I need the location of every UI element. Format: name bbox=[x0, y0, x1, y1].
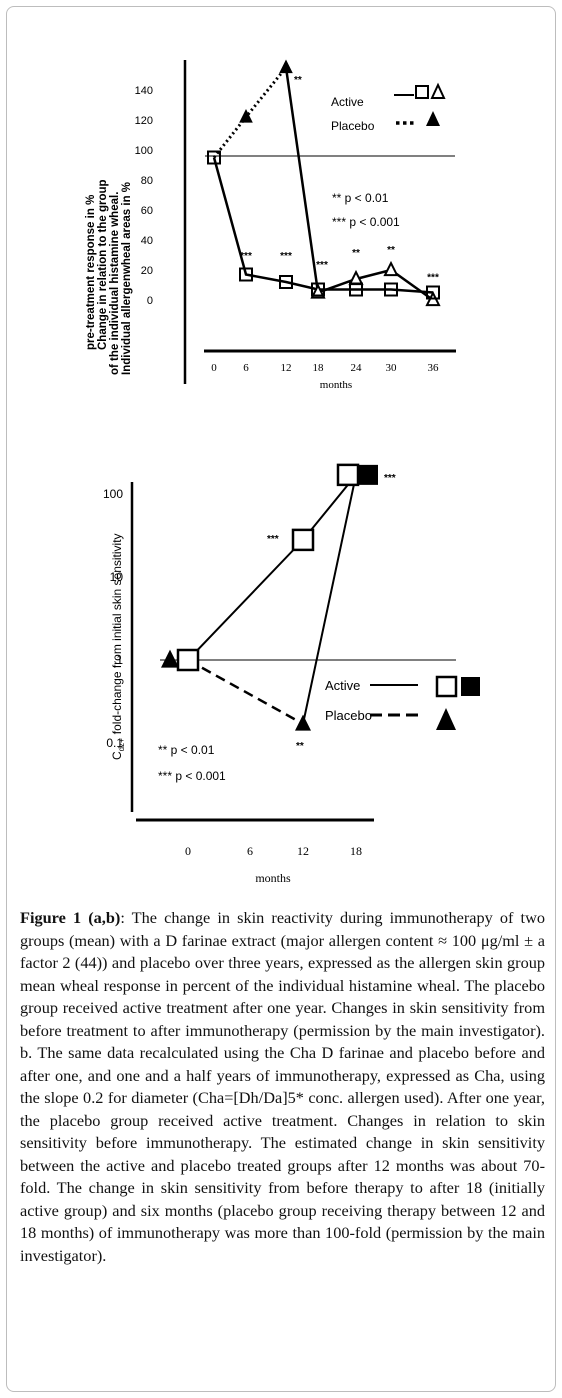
chart-a-x-tick: 0 bbox=[211, 362, 217, 374]
chart-b-ylabel-sub: dz+ bbox=[117, 738, 126, 751]
chart-a-annotations: ***** ******** ***** bbox=[240, 75, 439, 284]
chart-b-ylabel-prefix: C bbox=[110, 751, 124, 760]
active-marker bbox=[207, 150, 221, 165]
chart-a-y-tick: 20 bbox=[141, 265, 153, 277]
active-marker bbox=[426, 285, 440, 300]
legend-b-triangle bbox=[436, 708, 456, 730]
legend-placebo-label: Placebo bbox=[331, 119, 375, 133]
chart-b-ylabel: Cdz+ fold-change from initial skin sensit… bbox=[110, 533, 126, 760]
chart-a-annotation: *** bbox=[280, 251, 292, 262]
chart-b-y-ticks: 100 10 1 0.1 bbox=[103, 487, 123, 750]
series-placebo-dotted bbox=[212, 66, 288, 159]
legend-b-filled-square bbox=[461, 677, 480, 696]
chart-a-sig-1: ** p < 0.01 bbox=[332, 191, 389, 205]
legend-b-placebo-label: Placebo bbox=[325, 708, 372, 723]
chart-a-x-ticks: 0 6 12 18 24 30 36 bbox=[211, 362, 439, 374]
chart-b-annotation: *** bbox=[384, 473, 396, 484]
chart-b-y-tick: 100 bbox=[103, 487, 123, 501]
active-marker bbox=[311, 282, 325, 297]
series-b-active-line bbox=[187, 474, 357, 661]
chart-b-x-tick: 6 bbox=[247, 844, 253, 858]
legend-active-open-triangle bbox=[430, 82, 446, 99]
chart-b-y-tick: 1 bbox=[116, 653, 123, 667]
chart-a-markers bbox=[207, 59, 441, 307]
chart-a-y-ticks: 140 120 100 80 60 40 20 0 bbox=[135, 85, 153, 307]
placebo-b-marker bbox=[161, 649, 179, 668]
figure-frame bbox=[6, 6, 556, 1392]
chart-b-y-tick: 10 bbox=[110, 570, 124, 584]
chart-a-ylabel-line: Change in relation to the group bbox=[97, 179, 109, 350]
active-marker bbox=[349, 282, 363, 297]
chart-a-x-tick: 6 bbox=[243, 362, 249, 374]
chart-b-annotation: *** bbox=[267, 534, 279, 545]
chart-a-legend: Active Placebo bbox=[331, 82, 446, 133]
placebo-b-marker bbox=[295, 714, 311, 731]
chart-a-y-tick: 80 bbox=[141, 175, 153, 187]
chart-b-sig-1: ** p < 0.01 bbox=[158, 743, 215, 757]
chart-a-annotation: *** bbox=[427, 273, 439, 284]
chart-a-annotation: ** bbox=[294, 75, 302, 86]
series-b-switch-line bbox=[302, 474, 357, 725]
chart-a-sig-2: *** p < 0.001 bbox=[332, 215, 400, 229]
chart-a-y-tick: 40 bbox=[141, 235, 153, 247]
chart-a-x-tick: 30 bbox=[386, 362, 398, 374]
placebo-marker bbox=[383, 260, 399, 277]
caption-label: Figure 1 (a,b) bbox=[20, 908, 121, 927]
active-b-marker bbox=[336, 463, 360, 487]
legend-active-square bbox=[415, 85, 429, 99]
chart-a-ylabel-line: of the individual histamine wheal. bbox=[109, 192, 121, 375]
chart-b-xlabel: months bbox=[255, 871, 291, 885]
switch-b-marker bbox=[358, 464, 378, 485]
chart-a-annotation: *** bbox=[316, 260, 328, 271]
legend-active-label: Active bbox=[331, 95, 364, 109]
series-active-line bbox=[212, 157, 434, 294]
chart-b-legend: Active Placebo bbox=[325, 675, 480, 730]
legend-b-open-square bbox=[435, 675, 458, 698]
chart-a-y-tick: 120 bbox=[135, 115, 153, 127]
active-marker bbox=[239, 267, 253, 282]
series-b-placebo-dashed bbox=[187, 658, 304, 725]
active-marker bbox=[384, 282, 398, 297]
chart-a-x-tick: 36 bbox=[428, 362, 440, 374]
chart-a-ylabel-line: pre-treatment response in % bbox=[85, 195, 97, 350]
chart-a-annotation: ** bbox=[387, 245, 395, 256]
chart-a-ylabel: Individual allergenwheal areas in %of th… bbox=[85, 179, 133, 375]
active-b-marker bbox=[176, 648, 200, 672]
chart-b-x-ticks: 0 6 12 18 bbox=[185, 844, 362, 858]
legend-placebo-triangle bbox=[426, 111, 440, 126]
chart-a-x-tick: 18 bbox=[313, 362, 325, 374]
chart-b-y-tick: 0.1 bbox=[106, 736, 123, 750]
chart-a-ylabel-line: Individual allergenwheal areas in % bbox=[121, 182, 133, 375]
svg-text:Cdz+fold-change from initial s: Cdz+ fold-change from initial skin sensit… bbox=[110, 533, 126, 760]
active-b-marker bbox=[291, 528, 315, 552]
chart-a-annotation: ** bbox=[352, 248, 360, 259]
chart-b-x-tick: 0 bbox=[185, 844, 191, 858]
chart-b-x-tick: 18 bbox=[350, 844, 362, 858]
chart-b-ylabel-main: fold-change from initial skin sensitivit… bbox=[110, 533, 124, 734]
chart-b-sig-2: *** p < 0.001 bbox=[158, 769, 226, 783]
placebo-marker bbox=[279, 59, 293, 74]
placebo-marker bbox=[239, 108, 253, 123]
chart-a-y-tick: 140 bbox=[135, 85, 153, 97]
chart-a: Individual allergenwheal areas in %of th… bbox=[85, 59, 456, 391]
legend-b-active-label: Active bbox=[325, 678, 360, 693]
chart-a-annotation: *** bbox=[240, 251, 252, 262]
chart-b-x-tick: 12 bbox=[297, 844, 309, 858]
caption-text: : The change in skin reactivity during i… bbox=[20, 908, 545, 1265]
active-marker bbox=[279, 275, 293, 289]
chart-b-annotation: ** bbox=[296, 741, 304, 752]
figure-caption: Figure 1 (a,b): The change in skin react… bbox=[20, 907, 545, 1267]
chart-a-x-tick: 24 bbox=[351, 362, 363, 374]
chart-a-y-tick: 100 bbox=[135, 145, 153, 157]
chart-b: Cdz+ fold-change from initial skin sensit… bbox=[103, 463, 480, 885]
chart-a-y-tick: 60 bbox=[141, 205, 153, 217]
chart-a-y-tick: 0 bbox=[147, 295, 153, 307]
chart-a-xlabel: months bbox=[320, 379, 352, 391]
chart-b-annotations: ******** bbox=[267, 473, 396, 752]
chart-b-markers bbox=[161, 463, 378, 731]
chart-a-x-tick: 12 bbox=[281, 362, 292, 374]
